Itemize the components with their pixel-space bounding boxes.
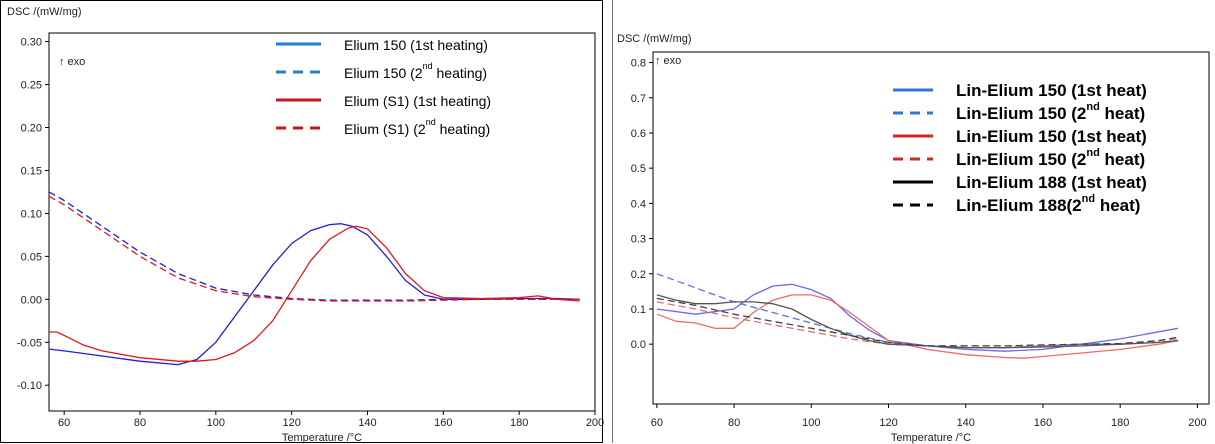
x-tick-label: 200 (1188, 417, 1206, 429)
legend-label-4: Lin-Elium 150 (2nd heat) (956, 147, 1145, 169)
plot-area-frame (652, 51, 1210, 405)
exo-label: ↑ exo (655, 55, 681, 67)
legend-label-text: Lin-Elium 188(2 (956, 196, 1082, 215)
legend-label-text: heat) (1095, 196, 1140, 215)
y-tick-label: 0.0 (631, 339, 646, 351)
series-line-6 (656, 297, 1179, 347)
legend-label-superscript: nd (423, 61, 433, 71)
legend-label-2: Elium 150 (2nd heating) (344, 61, 487, 81)
y-tick-label: -0.10 (17, 380, 42, 392)
legend-label-text: heat) (1100, 104, 1145, 123)
legend-label-4: Elium (S1) (2nd heating) (344, 117, 490, 137)
x-tick-label: 80 (134, 417, 146, 429)
legend-label-2: Lin-Elium 150 (2nd heat) (956, 101, 1145, 123)
legend-label-text: Elium 150 (2 (344, 65, 423, 81)
legend-label-text: Lin-Elium 150 (1st heat) (956, 81, 1147, 100)
x-tick-label: 160 (1034, 417, 1052, 429)
legend-label-6: Lin-Elium 188(2nd heat) (956, 193, 1140, 215)
y-tick-label: 0.30 (21, 37, 42, 49)
legend-label-text: Lin-Elium 188 (1st heat) (956, 173, 1147, 192)
y-tick-label: 0.8 (631, 58, 646, 70)
legend-label-text: Lin-Elium 150 (1st heat) (956, 127, 1147, 146)
x-tick-label: 160 (434, 417, 452, 429)
series-line-3 (49, 225, 580, 362)
legend-label-text: heating) (436, 121, 490, 137)
series-line-3 (656, 294, 1179, 359)
y-axis-title: DSC /(mW/mg) (617, 33, 692, 45)
dsc-chart-left-svg: DSC /(mW/mg) ↑ exo Temperature /°C 0.30 0.25… (7, 6, 604, 444)
x-tick-label: 120 (879, 417, 897, 429)
x-tick-label: 140 (358, 417, 376, 429)
plot-area-frame (48, 32, 596, 412)
x-tick-label: 140 (957, 417, 975, 429)
exo-label: ↑ exo (59, 56, 85, 68)
y-tick-label: 0.3 (631, 234, 646, 246)
legend-label-3: Lin-Elium 150 (1st heat) (956, 127, 1147, 146)
y-tick-label: -0.05 (17, 337, 42, 349)
legend-label-1: Elium 150 (1st heating) (344, 37, 488, 53)
legend-label-superscript: nd (1086, 101, 1099, 113)
y-tick-label: 0.05 (21, 251, 42, 263)
x-tick-label: 200 (586, 417, 604, 429)
y-tick-label: 0.7 (631, 93, 646, 105)
y-tick-label: 0.25 (21, 80, 42, 92)
x-tick-label: 60 (58, 417, 70, 429)
y-tick-label: 0.4 (631, 198, 646, 210)
y-tick-label: 0.5 (631, 163, 646, 175)
legend-label-text: Elium 150 (1st heating) (344, 37, 488, 53)
series-line-1 (48, 223, 580, 366)
x-tick-label: 120 (282, 417, 300, 429)
legend-label-text: Elium (S1) (2 (344, 121, 426, 137)
legend-label-superscript: nd (1082, 193, 1095, 205)
x-tick-label: 100 (207, 417, 225, 429)
x-tick-label: 100 (802, 417, 820, 429)
legend-label-text: Lin-Elium 150 (2 (956, 104, 1086, 123)
y-tick-label: 0.00 (21, 294, 42, 306)
legend-label-superscript: nd (1086, 147, 1099, 159)
y-tick-label: 0.6 (631, 128, 646, 140)
dsc-chart-left: DSC /(mW/mg) ↑ exo Temperature /°C 0.30 0.25… (0, 0, 604, 444)
dsc-chart-right: DSC /(mW/mg) ↑ exo Temperature /°C 0.8 0.7 0.… (612, 0, 1215, 444)
y-axis-title: DSC /(mW/mg) (7, 6, 82, 18)
legend-label-superscript: nd (426, 117, 436, 127)
dsc-chart-right-svg: DSC /(mW/mg) ↑ exo Temperature /°C 0.8 0.7 0.… (617, 33, 1210, 444)
y-tick-label: 0.20 (21, 123, 42, 135)
legend-label-1: Lin-Elium 150 (1st heat) (956, 81, 1147, 100)
y-tick-label: 0.15 (21, 165, 42, 177)
x-tick-label: 80 (728, 417, 740, 429)
legend-label-text: Lin-Elium 150 (2 (956, 150, 1086, 169)
legend-label-text: heating) (433, 65, 487, 81)
series-line-4 (48, 195, 580, 302)
legend-label-5: Lin-Elium 188 (1st heat) (956, 173, 1147, 192)
series-line-2 (656, 273, 1179, 349)
x-axis-title: Temperature /°C (282, 432, 362, 444)
legend-label-3: Elium (S1) (1st heating) (344, 93, 491, 109)
x-tick-label: 180 (1111, 417, 1129, 429)
x-tick-label: 60 (651, 417, 663, 429)
x-tick-label: 180 (510, 417, 528, 429)
y-tick-label: 0.10 (21, 208, 42, 220)
legend-label-text: heat) (1100, 150, 1145, 169)
series-line-2 (48, 191, 580, 301)
series-line-5 (656, 294, 1179, 349)
legend-label-text: Elium (S1) (1st heating) (344, 93, 491, 109)
y-tick-label: 0.2 (631, 269, 646, 281)
x-axis-title: Temperature /°C (891, 432, 971, 444)
y-tick-label: 0.1 (631, 304, 646, 316)
